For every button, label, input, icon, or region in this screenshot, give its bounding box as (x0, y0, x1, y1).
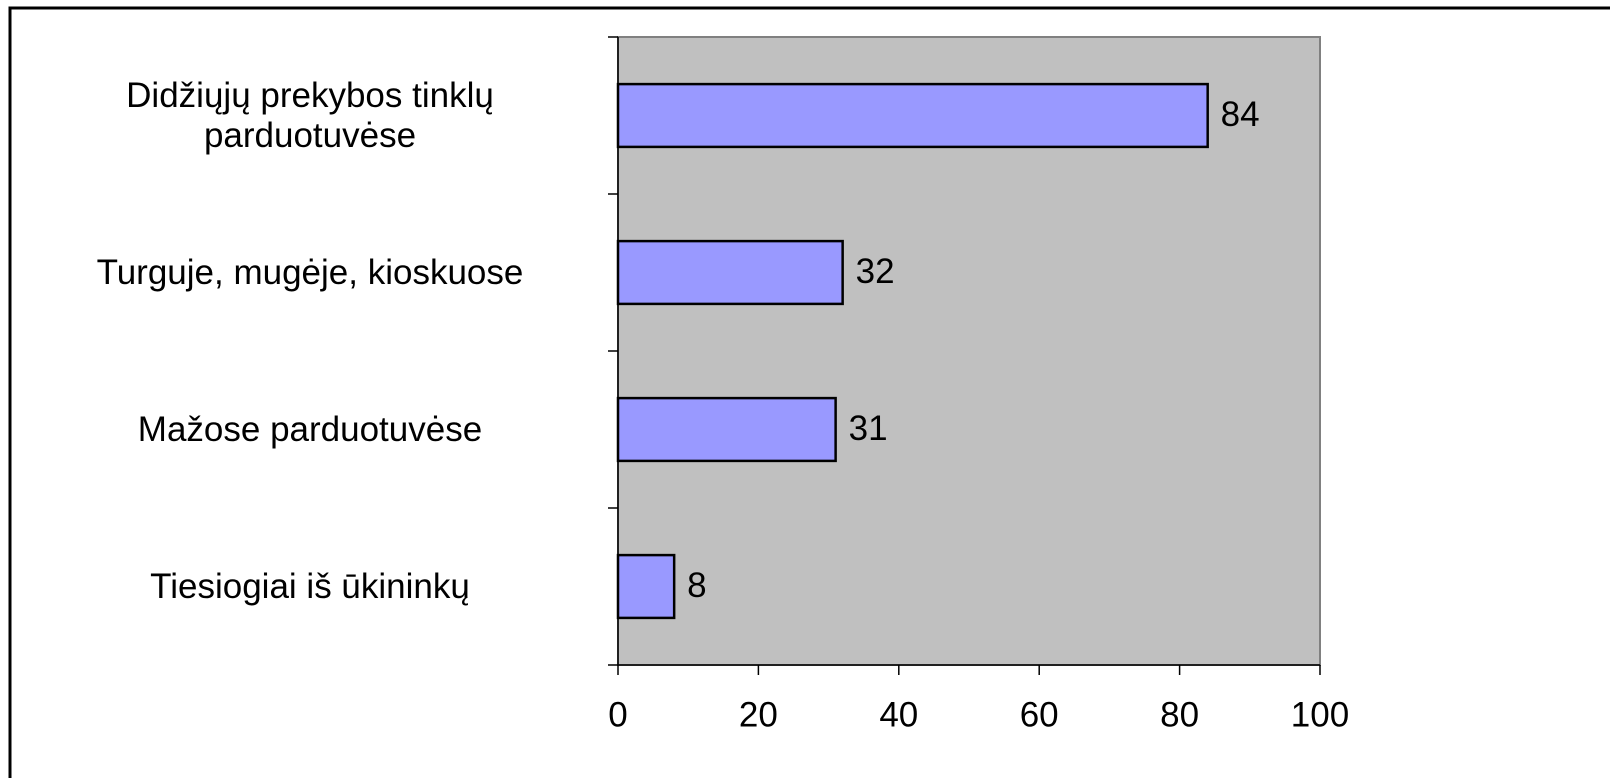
y-tick-label: Turguje, mugėje, kioskuose (96, 252, 524, 292)
bar (616, 239, 844, 306)
y-tick-label: Mažose parduotuvėse (137, 409, 483, 449)
x-tick-label: 100 (1291, 695, 1349, 734)
x-tick-label: 60 (1020, 695, 1059, 734)
data-label: 8 (687, 566, 706, 605)
bar (616, 396, 837, 463)
y-tick-label: Tiesiogiai iš ūkininkų (150, 566, 470, 606)
bar (616, 553, 676, 620)
x-tick-label: 40 (879, 695, 918, 734)
x-tick-label: 0 (608, 695, 627, 734)
y-tick-label: Didžiųjų prekybos tinklų parduotuvėse (126, 75, 494, 155)
data-label: 31 (849, 409, 888, 448)
data-label: 32 (856, 252, 895, 291)
data-label: 84 (1221, 95, 1260, 134)
bar (616, 82, 1209, 149)
x-tick-label: 20 (739, 695, 778, 734)
x-tick-label: 80 (1160, 695, 1199, 734)
